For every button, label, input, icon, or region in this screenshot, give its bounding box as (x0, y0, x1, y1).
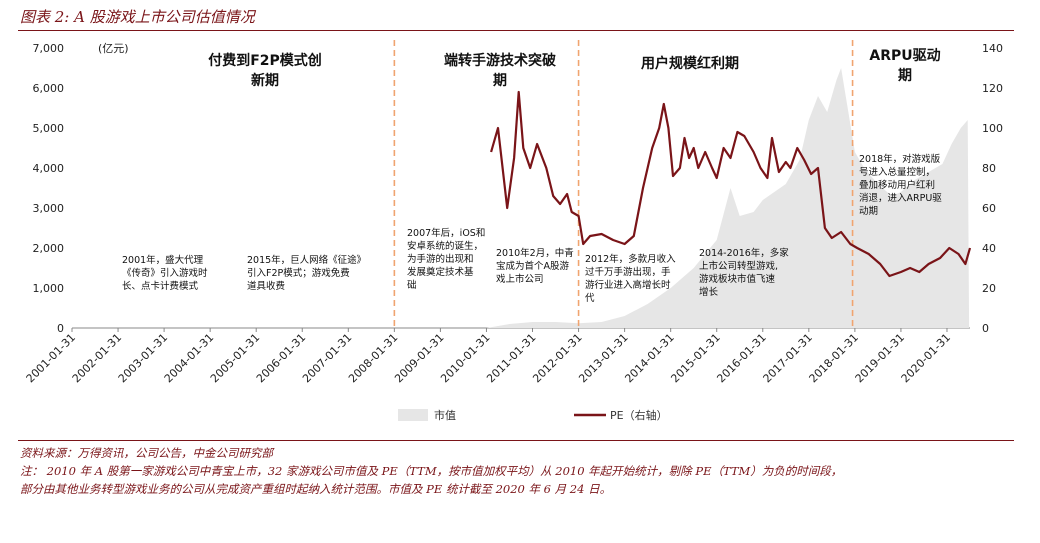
y2-tick-label: 40 (982, 242, 996, 255)
y-tick-label: 6,000 (33, 82, 65, 95)
annotation-text: 2010年2月，中青 (496, 247, 574, 259)
phase-title: 期 (898, 68, 912, 84)
annotation-text: 2007年后，iOS和 (407, 227, 485, 239)
phase-title: 新期 (251, 72, 279, 89)
source-note: 资料来源：万得资讯，公司公告，中金公司研究部 (20, 446, 273, 460)
annotation-text: 动期 (859, 206, 878, 217)
legend-label-market-cap: 市值 (434, 408, 456, 422)
annotation-text: 道具收费 (247, 280, 285, 292)
legend-swatch-market-cap (398, 409, 428, 421)
phase-title: 端转手游技术突破 (444, 52, 556, 69)
y2-tick-label: 100 (982, 122, 1003, 135)
market-cap-area-layer (486, 68, 970, 328)
annotation-text: 增长 (699, 286, 719, 298)
phase-title: 用户规模红利期 (641, 55, 739, 72)
annotation-text: 戏上市公司 (496, 273, 544, 285)
annotation-text: 引入F2P模式；游戏免费 (247, 267, 350, 279)
market-cap-area (486, 68, 970, 328)
y-axis-unit-label: (亿元) (98, 42, 129, 55)
phase-title: 期 (493, 73, 507, 89)
annotation-text: 叠加移动用户红利 (859, 179, 935, 191)
annotation-text: 代 (585, 293, 595, 304)
annotation-text: 发展奠定技术基 (407, 266, 474, 278)
phase-dividers-layer (393, 40, 854, 328)
annotation-text: 号进入总量控制， (859, 166, 935, 178)
chart-title: 图表 2: A 股游戏上市公司估值情况 (20, 8, 255, 26)
legend-label-pe: PE（右轴） (610, 408, 668, 422)
pe-line-layer (490, 90, 972, 278)
y-tick-label: 7,000 (33, 42, 65, 55)
y-tick-label: 2,000 (33, 242, 65, 255)
y2-tick-label: 120 (982, 82, 1003, 95)
y2-tick-label: 140 (982, 42, 1003, 55)
y-tick-label: 3,000 (33, 202, 65, 215)
y-tick-label: 1,000 (33, 282, 65, 295)
annotation-text: 为手游的出现和 (407, 253, 474, 265)
phase-title: ARPU驱动 (869, 47, 940, 64)
annotation-text: 《传奇》引入游戏时 (122, 267, 208, 279)
annotation-text: 础 (407, 279, 417, 291)
footer-divider (18, 440, 1014, 441)
y2-tick-label: 20 (982, 282, 996, 295)
y2-tick-label: 60 (982, 202, 996, 215)
annotation-text: 2014-2016年，多家 (699, 247, 789, 259)
annotation-text: 消退，进入ARPU驱 (859, 192, 942, 204)
phase-title: 付费到F2P模式创 (208, 52, 322, 69)
annotation-text: 游行业进入高增长时 (585, 279, 671, 291)
y-tick-label: 4,000 (33, 162, 65, 175)
annotation-text: 2012年，多款月收入 (585, 253, 676, 265)
pe-line (490, 90, 972, 278)
annotation-text: 游戏板块市值飞速 (699, 273, 776, 285)
footnote-line-1: 注： 2010 年 A 股第一家游戏公司中青宝上市，32 家游戏公司市值及 PE… (20, 464, 843, 478)
annotation-text: 安卓系统的诞生， (407, 240, 483, 252)
y-tick-label: 0 (57, 322, 64, 335)
y2-tick-label: 80 (982, 162, 996, 175)
legend: 市值 PE（右轴） (398, 408, 668, 422)
y2-tick-label: 0 (982, 322, 989, 335)
annotation-text: 长、点卡计费模式 (122, 280, 199, 292)
footnote-line-2: 部分由其他业务转型游戏业务的公司从完成资产重组时起纳入统计范围。市值及 PE 统… (20, 482, 612, 496)
annotation-text: 上市公司转型游戏, (699, 260, 778, 272)
title-divider (18, 30, 1014, 31)
annotation-text: 2001年，盛大代理 (122, 254, 204, 266)
annotation-text: 2018年，对游戏版 (859, 153, 941, 165)
x-tick-label: 2020-01-31 (899, 331, 953, 385)
annotation-text: 过千万手游出现，手 (585, 266, 671, 278)
valuation-chart: 0 1,000 2,000 3,000 4,000 5,000 6,000 7,000 0 20 4… (24, 40, 1003, 422)
y-tick-label: 5,000 (33, 122, 65, 135)
annotation-text: 2015年，巨人网络《征途》 (247, 254, 366, 266)
annotation-text: 宝成为首个A股游 (496, 260, 569, 272)
